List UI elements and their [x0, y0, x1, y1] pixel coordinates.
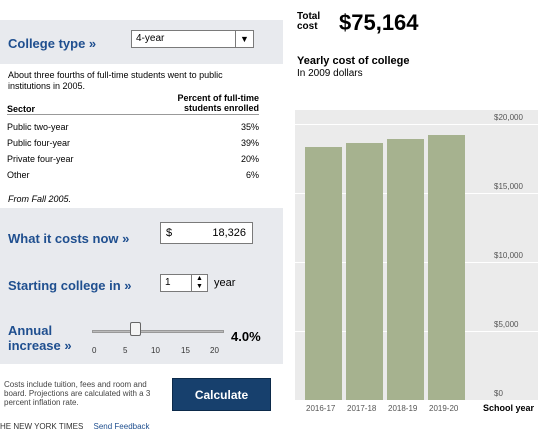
sector-percent: 35%	[240, 122, 259, 132]
sector-name: Public two-year	[7, 122, 69, 132]
calculator-panel: College type » 4-year ▼ About three four…	[0, 20, 283, 431]
table-row: Other 6%	[7, 170, 259, 181]
y-tick-label: $0	[494, 389, 503, 398]
chart-title: Yearly cost of college	[297, 55, 410, 67]
total-label-line1: Total	[297, 11, 321, 22]
chevron-down-icon[interactable]: ▼	[235, 31, 253, 47]
y-tick-label: $20,000	[494, 112, 523, 122]
chart-subtitle: In 2009 dollars	[297, 68, 363, 79]
y-tick-label: $10,000	[494, 250, 523, 260]
chart-panel: Total cost $75,164 Yearly cost of colleg…	[283, 0, 550, 430]
chart-bar	[387, 139, 424, 400]
x-tick-label: 2018-19	[388, 404, 418, 413]
percent-header: Percent of full-time students enrolled	[177, 93, 259, 113]
chart-bar	[305, 147, 342, 400]
source-note: From Fall 2005.	[8, 194, 72, 204]
table-header: Sector Percent of full-time students enr…	[7, 93, 259, 115]
x-tick-label: 2019-20	[429, 404, 459, 413]
x-tick-label: 2016-17	[306, 404, 336, 413]
footnote: Costs include tuition, fees and room and…	[4, 380, 151, 407]
increase-slider[interactable]: 0 5 10 15 20	[92, 320, 224, 356]
currency-sign: $	[166, 227, 173, 239]
stepper-arrows-icon[interactable]: ▲ ▼	[191, 275, 207, 291]
credit-line: HE NEW YORK TIMES Send Feedback	[0, 422, 150, 431]
increase-value: 4.0%	[231, 329, 261, 344]
start-band	[0, 266, 283, 312]
sector-percent: 20%	[240, 154, 259, 164]
increase-label: Annual increase »	[8, 323, 72, 353]
cost-value: 18,326	[212, 227, 246, 239]
chart-bar	[346, 143, 383, 400]
cost-input[interactable]: $ 18,326	[160, 222, 253, 244]
x-axis-label: School year	[483, 403, 535, 413]
intro-text: About three fourths of full-time student…	[8, 70, 223, 91]
x-tick-label: 2017-18	[347, 404, 377, 413]
college-type-select[interactable]: 4-year ▼	[131, 30, 254, 48]
credit-text: HE NEW YORK TIMES	[0, 422, 84, 431]
slider-tick-20: 20	[210, 346, 219, 355]
gridline	[295, 123, 538, 125]
percent-header-line2: students enrolled	[183, 103, 259, 113]
slider-tick-5: 5	[123, 346, 128, 355]
slider-thumb[interactable]	[130, 322, 142, 336]
calculate-button[interactable]: Calculate	[172, 378, 271, 411]
total-cost-value: $75,164	[339, 10, 419, 35]
slider-track[interactable]	[92, 330, 224, 333]
start-year-unit: year	[214, 277, 236, 289]
y-tick-label: $5,000	[494, 319, 519, 329]
total-label: Total cost	[297, 12, 320, 32]
increase-label-line2: increase »	[8, 338, 72, 353]
slider-tick-15: 15	[181, 346, 190, 355]
increase-band	[0, 312, 283, 364]
start-year-value: 1	[165, 277, 171, 288]
gridline	[295, 400, 538, 401]
table-row: Public two-year 35%	[7, 122, 259, 133]
sector-percent: 39%	[240, 138, 259, 148]
cost-label: What it costs now »	[8, 231, 130, 246]
sector-header: Sector	[7, 104, 36, 114]
feedback-link[interactable]: Send Feedback	[93, 422, 150, 431]
sector-name: Private four-year	[7, 154, 74, 164]
y-tick-label: $15,000	[494, 181, 523, 191]
sector-name: Other	[7, 170, 30, 180]
table-row: Private four-year 20%	[7, 154, 259, 165]
slider-tick-10: 10	[151, 346, 160, 355]
college-type-label: College type »	[8, 36, 97, 51]
chart-bar	[428, 134, 465, 400]
total-label-line2: cost	[297, 21, 318, 32]
start-year-stepper[interactable]: 1 ▲ ▼	[160, 274, 208, 292]
college-type-value: 4-year	[136, 33, 165, 44]
increase-label-line1: Annual	[8, 323, 53, 338]
sector-percent: 6%	[245, 170, 259, 180]
table-row: Public four-year 39%	[7, 138, 259, 149]
start-label: Starting college in »	[8, 278, 132, 293]
slider-tick-0: 0	[92, 346, 97, 355]
sector-name: Public four-year	[7, 138, 71, 148]
percent-header-line1: Percent of full-time	[177, 93, 259, 103]
